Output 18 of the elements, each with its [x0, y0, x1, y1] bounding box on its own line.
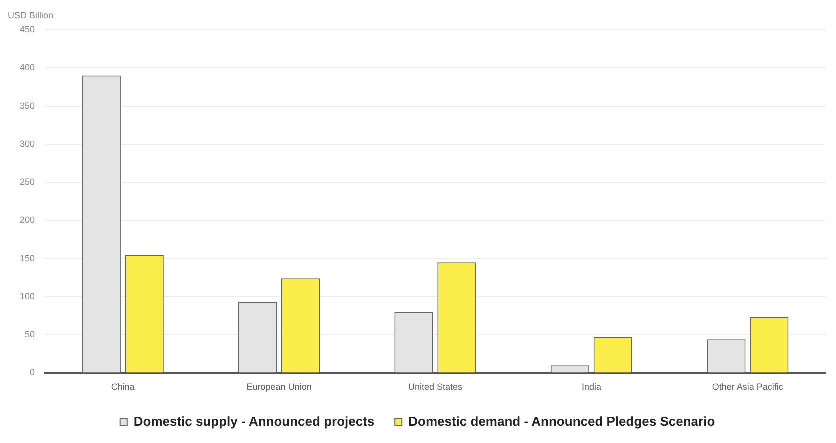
x-tick-label: European Union — [246, 382, 312, 392]
y-tick-label: 300 — [20, 138, 36, 149]
y-tick-label: 250 — [20, 177, 36, 188]
y-tick-label: 450 — [20, 24, 36, 34]
x-tick-label: China — [111, 382, 135, 392]
legend-label: Domestic demand - Announced Pledges Scenario — [408, 414, 716, 430]
y-tick-label: 200 — [20, 215, 36, 226]
x-tick-label: Other Asia Pacific — [712, 382, 784, 392]
y-tick-label: 400 — [20, 62, 36, 73]
x-tick-label: United States — [408, 382, 464, 392]
y-tick-label: 0 — [30, 368, 36, 378]
y-axis-title: USD Billion — [8, 10, 54, 20]
x-tick-label: India — [582, 382, 602, 392]
y-tick-label: 150 — [20, 253, 36, 264]
legend-label: Domestic supply - Announced projects — [134, 414, 375, 430]
y-tick-label: 350 — [20, 100, 36, 111]
y-tick-label: 100 — [20, 291, 36, 302]
y-tick-label: 50 — [25, 330, 36, 340]
